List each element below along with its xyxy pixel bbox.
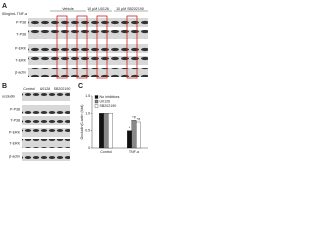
panel-label: A: [2, 3, 7, 10]
y-axis-label: Occludin/β-actin (fold): [80, 104, 84, 139]
panel-label: C: [78, 83, 83, 90]
y-tick-label: 1.5: [85, 94, 90, 98]
row-label: T-P38: [10, 118, 20, 122]
row-label: β-actin: [15, 70, 26, 74]
y-tick-label: 0: [88, 146, 90, 150]
row-label: P-ERK: [9, 130, 21, 134]
column-label: Control: [23, 87, 35, 91]
group-label: 10 μM U0126: [87, 7, 109, 11]
annotation: *#: [137, 117, 140, 121]
row-label: T-ERK: [9, 141, 20, 145]
group-label: 10 μM SB202190: [116, 7, 144, 11]
figure: A 50ng/mL TNF-α Vehicle 10 μM U0126 10 μ…: [2, 3, 148, 161]
legend-swatch: [94, 95, 99, 99]
legend-label: No inhibitors: [100, 95, 120, 99]
x-tick-label: Control: [100, 150, 112, 154]
bar: [108, 113, 113, 149]
y-tick-label: 0.5: [85, 129, 90, 133]
row-label: P-P38: [10, 107, 20, 111]
highlight-boxes: [56, 15, 138, 79]
row-label: occludin: [2, 94, 15, 98]
blot-b: [22, 92, 70, 161]
panel-label: B: [2, 83, 7, 90]
bar: [103, 113, 109, 149]
group-label: Vehicle: [62, 7, 74, 11]
bar: [131, 120, 137, 149]
bar: [99, 113, 104, 149]
row-label: P-ERK: [15, 46, 27, 50]
legend-label: U0126: [100, 99, 111, 103]
legend-swatch: [94, 104, 99, 108]
row-label: T-ERK: [15, 58, 26, 62]
y-tick-label: 1.0: [85, 111, 90, 115]
blot-a: [28, 18, 148, 77]
bar: [127, 130, 132, 149]
legend-label: SB202190: [100, 104, 117, 108]
row-label: P-P38: [16, 20, 26, 24]
annotation: *: [129, 126, 131, 130]
row-label: β-actin: [9, 154, 20, 158]
column-label: SB202190: [54, 87, 71, 91]
row-label: T-P38: [16, 32, 26, 36]
annotation: *#: [132, 116, 135, 120]
x-tick-label: TNF-α: [129, 150, 139, 154]
bar: [136, 121, 141, 149]
column-label: U0126: [40, 87, 51, 91]
treatment-label: 50ng/mL TNF-α: [2, 12, 27, 16]
legend-swatch: [94, 99, 99, 104]
